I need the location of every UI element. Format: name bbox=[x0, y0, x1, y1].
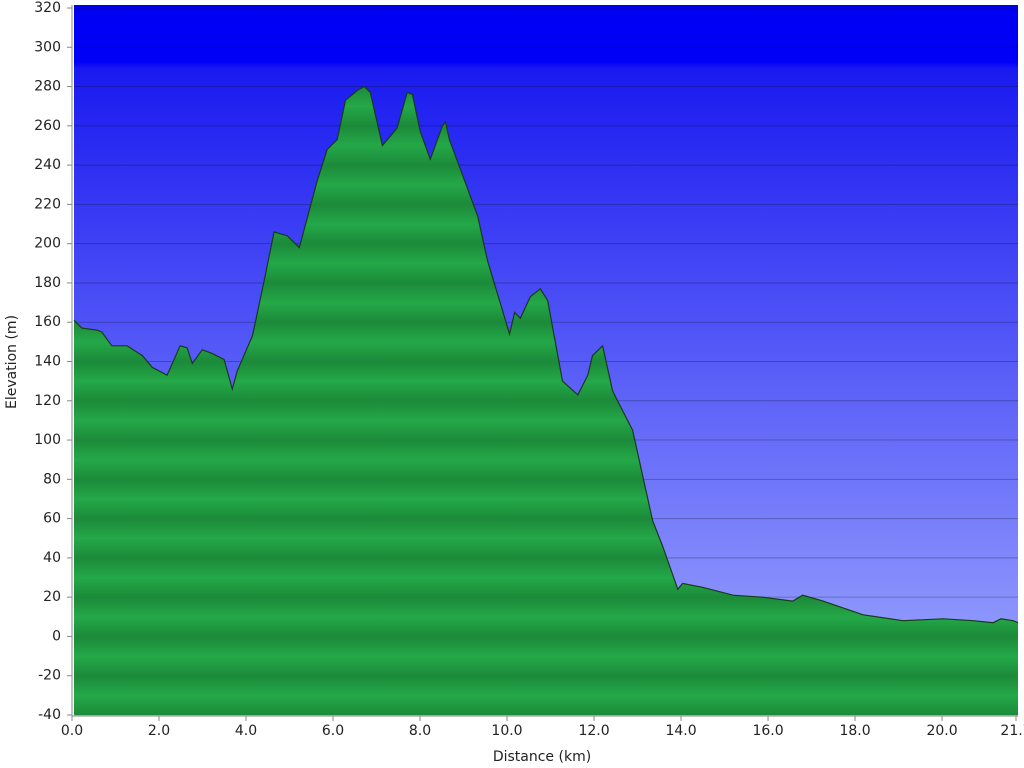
x-tick-label: 14.0 bbox=[665, 723, 696, 739]
x-tick-label: 20.0 bbox=[926, 723, 957, 739]
y-tick-label: -40 bbox=[38, 707, 61, 723]
y-tick-label: 80 bbox=[43, 471, 61, 487]
y-tick-label: 100 bbox=[34, 432, 61, 448]
y-tick-label: 120 bbox=[34, 393, 61, 409]
area-outline bbox=[73, 85, 1019, 624]
y-axis-label: Elevation (m) bbox=[4, 315, 20, 409]
y-tick-label: 0 bbox=[52, 628, 61, 644]
x-tick-label: 8.0 bbox=[409, 723, 431, 739]
y-tick-label: 40 bbox=[43, 550, 61, 566]
x-tick-label: 4.0 bbox=[235, 723, 257, 739]
y-tick-label: 280 bbox=[34, 79, 61, 95]
y-tick-label: 60 bbox=[43, 511, 61, 527]
x-tick-label: 2.0 bbox=[148, 723, 170, 739]
y-tick-label: 20 bbox=[43, 589, 61, 605]
y-tick-label: 140 bbox=[34, 354, 61, 370]
x-tick-label: 10.0 bbox=[491, 723, 522, 739]
area bbox=[74, 86, 1018, 716]
y-tick-label: 320 bbox=[34, 0, 61, 16]
y-tick-label: 160 bbox=[34, 314, 61, 330]
x-tick-label: 21.7 bbox=[1000, 723, 1024, 739]
x-tick-label: 0.0 bbox=[61, 723, 83, 739]
y-tick-label: 300 bbox=[34, 39, 61, 55]
x-tick-label: 16.0 bbox=[752, 723, 783, 739]
y-tick-label: 220 bbox=[34, 196, 61, 212]
y-tick-label: 240 bbox=[34, 157, 61, 173]
y-tick-label: 260 bbox=[34, 118, 61, 134]
x-tick-label: 12.0 bbox=[578, 723, 609, 739]
y-tick-label: 180 bbox=[34, 275, 61, 291]
y-tick-label: 200 bbox=[34, 236, 61, 252]
y-tick-label: -20 bbox=[38, 668, 61, 684]
x-tick-label: 6.0 bbox=[322, 723, 344, 739]
x-axis-label: Distance (km) bbox=[493, 749, 591, 765]
x-tick-label: 18.0 bbox=[839, 723, 870, 739]
